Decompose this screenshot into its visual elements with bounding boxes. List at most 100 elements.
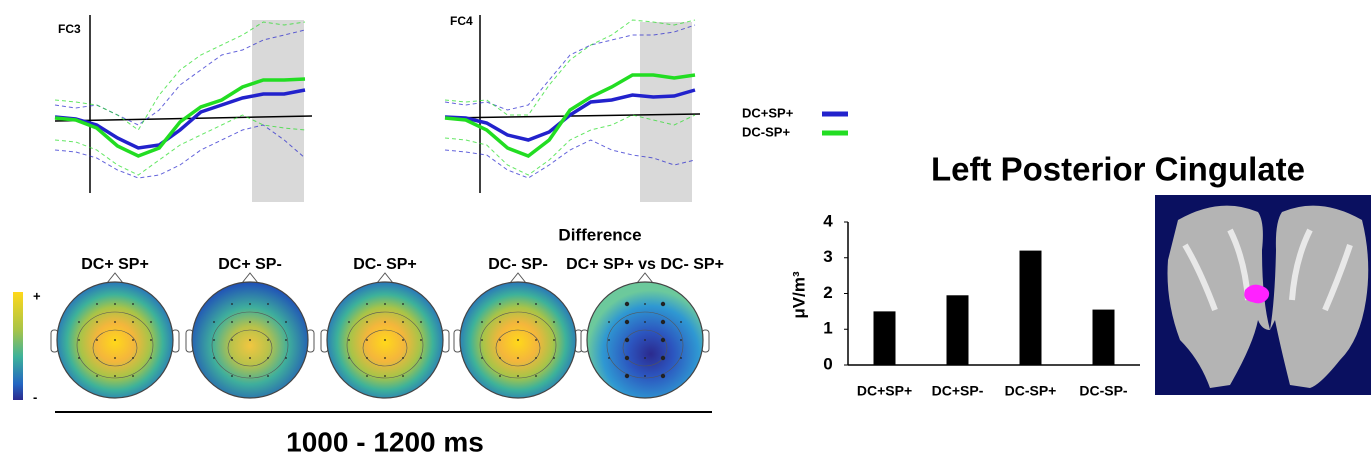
electrode	[535, 357, 537, 359]
electrode	[608, 357, 610, 359]
colorbar-label: +	[33, 288, 41, 303]
confidence-bound	[444, 24, 696, 111]
electrode	[267, 321, 269, 323]
electrode	[384, 321, 386, 323]
electrode	[366, 375, 368, 377]
electrode	[680, 321, 682, 323]
contour	[606, 311, 684, 379]
electrode	[644, 321, 646, 323]
electrode	[348, 357, 350, 359]
electrode	[96, 321, 98, 323]
erp-line	[54, 88, 306, 150]
electrode	[644, 375, 646, 377]
bar	[946, 295, 969, 365]
electrode	[644, 357, 646, 359]
electrode	[249, 357, 251, 359]
electrode	[267, 339, 269, 341]
y-tick-label: 2	[823, 283, 832, 302]
electrode	[150, 339, 152, 341]
electrode	[553, 339, 555, 341]
electrode	[114, 357, 116, 359]
y-tick-label: 1	[823, 319, 832, 338]
legend-label: DC-SP+	[742, 124, 790, 139]
topomap-label: DC- SP-	[488, 256, 548, 273]
electrode	[420, 339, 422, 341]
colorbar	[13, 292, 23, 400]
y-tick-label: 3	[823, 247, 832, 266]
contour	[622, 329, 668, 367]
time-window-shade	[640, 22, 692, 202]
contour	[76, 311, 154, 379]
electrode	[96, 303, 98, 305]
significant-electrode	[660, 301, 666, 307]
electrode	[132, 339, 134, 341]
contour	[479, 311, 557, 379]
electrode	[348, 321, 350, 323]
electrode	[517, 375, 519, 377]
electrode	[267, 357, 269, 359]
contour	[227, 329, 273, 367]
electrode	[535, 321, 537, 323]
electrode	[481, 357, 483, 359]
electrode	[420, 321, 422, 323]
electrode	[680, 357, 682, 359]
electrode	[267, 375, 269, 377]
electrode	[96, 357, 98, 359]
contour	[346, 311, 424, 379]
bar	[1092, 309, 1115, 365]
electrode	[481, 339, 483, 341]
contour	[92, 329, 138, 367]
electrode	[132, 321, 134, 323]
electrode	[499, 303, 501, 305]
electrode	[96, 339, 98, 341]
nose	[106, 272, 124, 284]
electrode	[499, 321, 501, 323]
plot-title: FC4	[450, 14, 473, 28]
electrode	[285, 357, 287, 359]
electrode	[553, 321, 555, 323]
electrode	[517, 321, 519, 323]
significant-electrode	[624, 301, 630, 307]
topomap-label: DC- SP+	[353, 256, 417, 273]
topomap-label: DC+ SP+ vs DC- SP+	[566, 256, 724, 273]
electrode	[78, 321, 80, 323]
electrode	[644, 339, 646, 341]
confidence-bound	[54, 114, 306, 176]
electrode	[114, 375, 116, 377]
electrode	[213, 357, 215, 359]
electrode	[384, 375, 386, 377]
electrode	[267, 303, 269, 305]
colorbar-label: -	[33, 389, 37, 404]
y-tick-label: 0	[823, 354, 832, 373]
electrode	[499, 357, 501, 359]
electrode	[285, 339, 287, 341]
electrode	[535, 339, 537, 341]
electrode	[644, 303, 646, 305]
baseline	[444, 113, 701, 119]
erp-line	[444, 73, 696, 158]
nose	[376, 272, 394, 284]
x-tick-label: DC+SP+	[857, 383, 912, 399]
electrode	[249, 339, 251, 341]
erp-line	[54, 77, 306, 158]
electrode	[78, 357, 80, 359]
significant-electrode	[624, 337, 630, 343]
electrode	[150, 321, 152, 323]
significant-electrode	[624, 319, 630, 325]
electrode	[384, 357, 386, 359]
electrode	[608, 321, 610, 323]
significant-electrode	[660, 337, 666, 343]
electrode	[249, 303, 251, 305]
chart-title: Left Posterior Cingulate	[931, 151, 1305, 188]
electrode	[535, 303, 537, 305]
electrode	[249, 321, 251, 323]
electrode	[285, 321, 287, 323]
x-tick-label: DC-SP+	[1005, 383, 1057, 399]
nose	[241, 272, 259, 284]
topomap-label: DC+ SP+	[81, 256, 149, 273]
time-window-label: 1000 - 1200 ms	[286, 426, 484, 457]
significant-electrode	[660, 319, 666, 325]
confidence-bound	[54, 21, 306, 131]
electrode	[213, 321, 215, 323]
electrode	[402, 375, 404, 377]
